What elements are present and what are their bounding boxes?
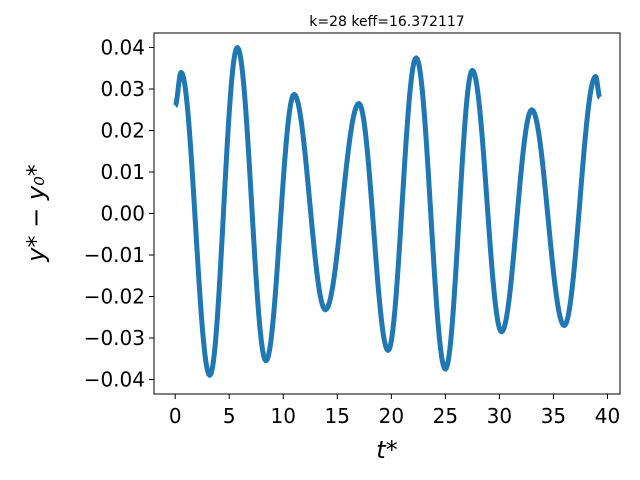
y-axis-ticks: −0.04 −0.03 −0.02 −0.01 0.00 0.01 0.02 0.03 0.04	[84, 36, 154, 391]
y-tick-label: 0.02	[100, 119, 145, 143]
y-tick-label: −0.02	[84, 284, 145, 308]
y-tick-label: 0.03	[100, 77, 145, 101]
x-tick-label: 10	[271, 404, 296, 428]
x-tick-label: 0	[169, 404, 182, 428]
y-axis-label: y* − y₀*	[22, 164, 50, 262]
y-tick-label: −0.04	[84, 367, 145, 391]
chart-title: k=28 keff=16.372117	[309, 14, 464, 30]
x-tick-label: 15	[325, 404, 350, 428]
x-tick-label: 30	[487, 404, 512, 428]
y-tick-label: 0.04	[100, 36, 145, 60]
x-tick-label: 35	[541, 404, 566, 428]
x-tick-label: 25	[433, 404, 458, 428]
series-line	[172, 45, 603, 378]
x-axis-ticks: 0 5 10 15 20 25 30 35 40	[169, 394, 620, 428]
plot-area	[172, 45, 603, 378]
y-tick-label: 0.00	[100, 202, 145, 226]
y-tick-label: 0.01	[100, 160, 145, 184]
x-axis-label: t*	[376, 436, 397, 464]
x-tick-label: 5	[223, 404, 236, 428]
x-tick-label: 40	[595, 404, 620, 428]
y-tick-label: −0.01	[84, 243, 145, 267]
x-tick-label: 20	[379, 404, 404, 428]
y-tick-label: −0.03	[84, 326, 145, 350]
